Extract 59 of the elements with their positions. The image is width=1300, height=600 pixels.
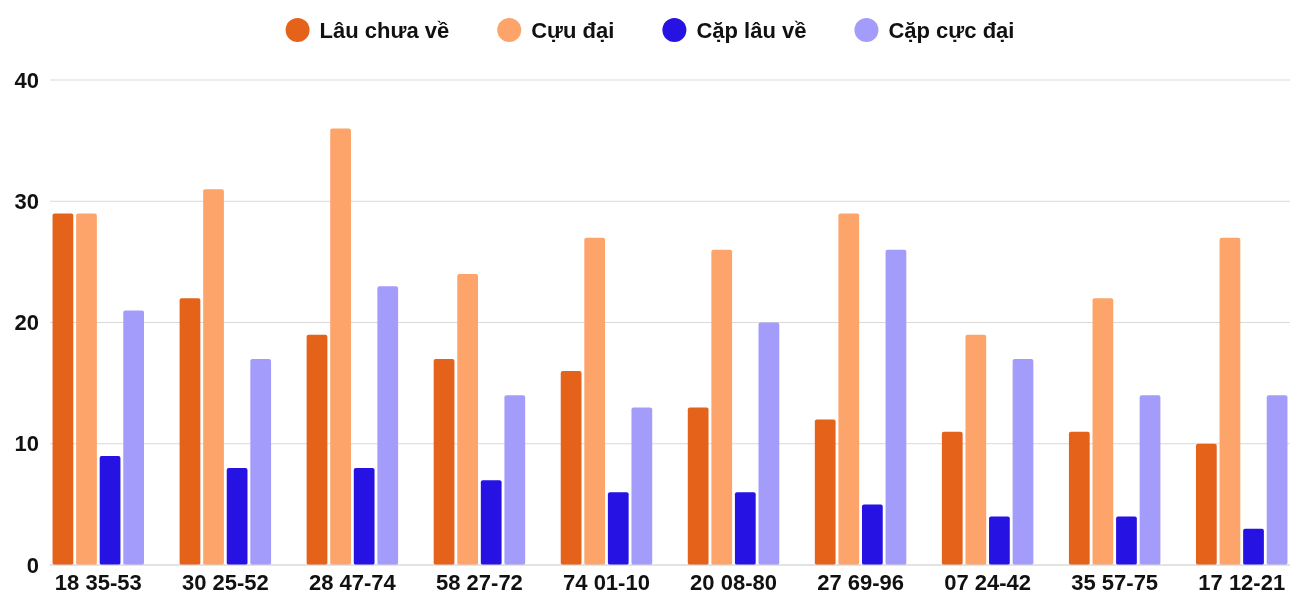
bar [838, 213, 860, 565]
bar [353, 468, 375, 565]
bar [480, 480, 502, 565]
bar [607, 492, 629, 565]
y-tick-label: 0 [26, 552, 39, 578]
x-tick-label: 35 57-75 [1071, 570, 1159, 595]
y-tick-label: 40 [14, 67, 39, 93]
bar [377, 286, 399, 565]
bar [861, 504, 883, 565]
bar [560, 371, 582, 565]
bar [687, 407, 709, 565]
bar [1266, 395, 1288, 565]
x-tick-label: 20 08-80 [690, 570, 777, 595]
x-tick-label: 07 24-42 [944, 570, 1032, 595]
y-tick-label: 10 [14, 431, 39, 457]
x-tick-label: 74 01-10 [563, 570, 650, 595]
bar [1116, 516, 1137, 565]
bar [226, 468, 248, 565]
bar [457, 274, 479, 565]
bar [1243, 528, 1264, 565]
bar [711, 249, 733, 565]
bar [1068, 431, 1090, 565]
bar [989, 516, 1010, 565]
bar [1139, 395, 1161, 565]
bar [885, 249, 907, 565]
bar [52, 213, 74, 565]
bar [1195, 443, 1217, 565]
bar [965, 334, 987, 565]
x-tick-label: 27 69-96 [817, 570, 904, 595]
y-tick-label: 30 [14, 188, 39, 214]
bar [123, 310, 145, 565]
bar [734, 492, 756, 565]
x-tick-label: 18 35-53 [54, 570, 142, 595]
bar [179, 298, 201, 565]
bar [76, 213, 97, 565]
bar [1092, 298, 1114, 565]
bar [941, 431, 963, 565]
bar [631, 407, 653, 565]
bar [99, 455, 121, 565]
bar [504, 395, 526, 565]
bar [1012, 358, 1034, 565]
x-tick-label: 58 27-72 [436, 570, 523, 595]
bar [814, 419, 836, 565]
bar [250, 358, 272, 565]
x-tick-label: 30 25-52 [181, 570, 269, 595]
legend-label: Cặp lâu về [696, 18, 807, 43]
bar [203, 189, 224, 565]
bar [330, 128, 351, 565]
bar [758, 322, 780, 565]
bar [306, 334, 328, 565]
x-tick-label: 28 47-74 [308, 570, 397, 595]
legend-label: Cựu đại [531, 18, 615, 43]
bar [584, 237, 606, 565]
x-tick-label: 17 12-21 [1198, 570, 1286, 595]
bar [1219, 237, 1241, 565]
y-tick-label: 20 [14, 310, 39, 336]
bar [433, 358, 455, 565]
legend-label: Lâu chưa về [319, 18, 450, 43]
legend-label: Cặp cực đại [888, 18, 1015, 43]
